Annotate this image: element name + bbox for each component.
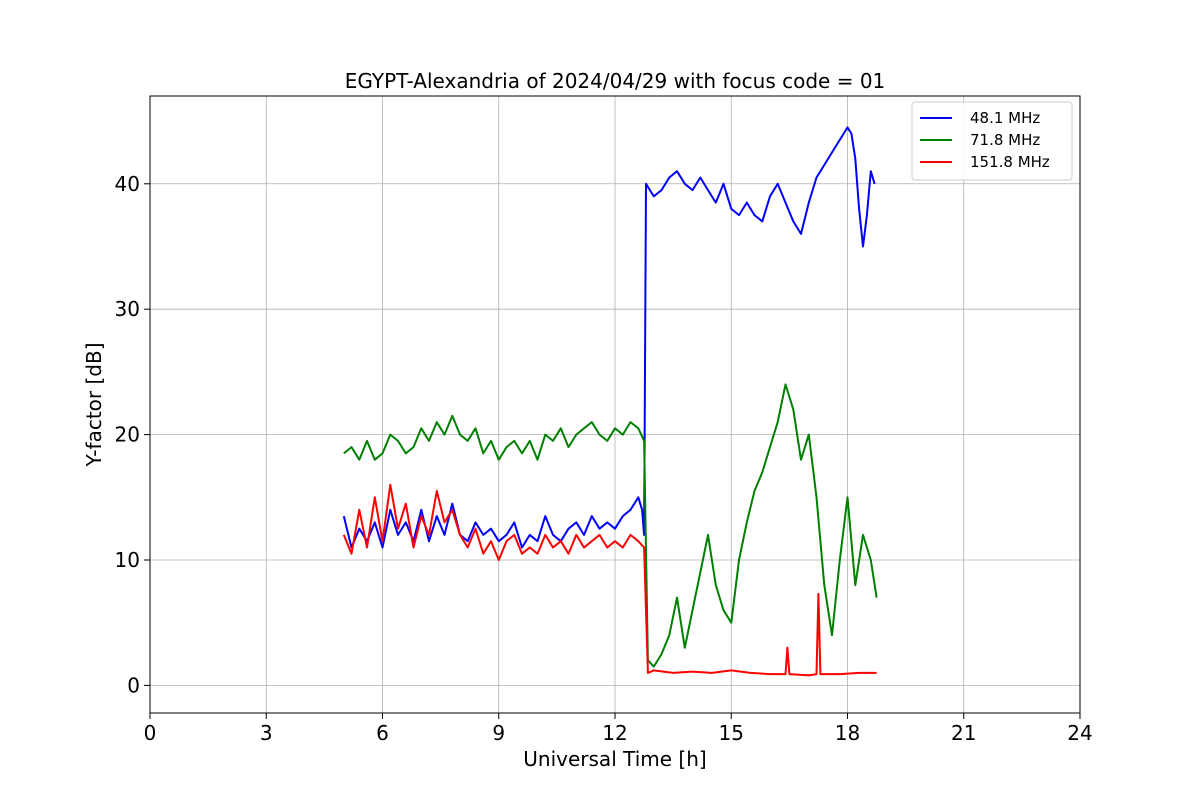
y-axis-label: Y-factor [dB] bbox=[82, 342, 106, 467]
legend-entry-label: 151.8 MHz bbox=[970, 153, 1050, 171]
axis-ticks: 0 3 6 9 12 15 18 21 24 0 10 20 30 40 bbox=[115, 172, 1093, 745]
y-tick-label: 40 bbox=[115, 172, 140, 196]
x-tick-label: 18 bbox=[835, 721, 860, 745]
x-tick-label: 0 bbox=[144, 721, 157, 745]
x-tick-label: 24 bbox=[1067, 721, 1092, 745]
y-tick-label: 20 bbox=[115, 423, 140, 447]
legend: 48.1 MHz 71.8 MHz 151.8 MHz bbox=[911, 101, 1073, 181]
y-tick-label: 30 bbox=[115, 297, 140, 321]
x-axis-label: Universal Time [h] bbox=[523, 747, 706, 771]
x-tick-label: 15 bbox=[719, 721, 744, 745]
legend-entry-label: 48.1 MHz bbox=[970, 109, 1040, 127]
x-tick-label: 21 bbox=[951, 721, 976, 745]
x-tick-label: 6 bbox=[376, 721, 389, 745]
series-line-0 bbox=[342, 126, 876, 549]
series-line-1 bbox=[343, 383, 878, 668]
legend-box bbox=[911, 101, 1073, 181]
chart-title: EGYPT-Alexandria of 2024/04/29 with focu… bbox=[345, 69, 886, 93]
x-tick-label: 12 bbox=[602, 721, 627, 745]
legend-entry-label: 71.8 MHz bbox=[970, 131, 1040, 149]
y-tick-label: 10 bbox=[115, 548, 140, 572]
series-line-2 bbox=[342, 483, 877, 677]
series-lines bbox=[342, 126, 878, 677]
x-tick-label: 3 bbox=[260, 721, 273, 745]
y-tick-label: 0 bbox=[127, 673, 140, 697]
x-tick-label: 9 bbox=[492, 721, 505, 745]
